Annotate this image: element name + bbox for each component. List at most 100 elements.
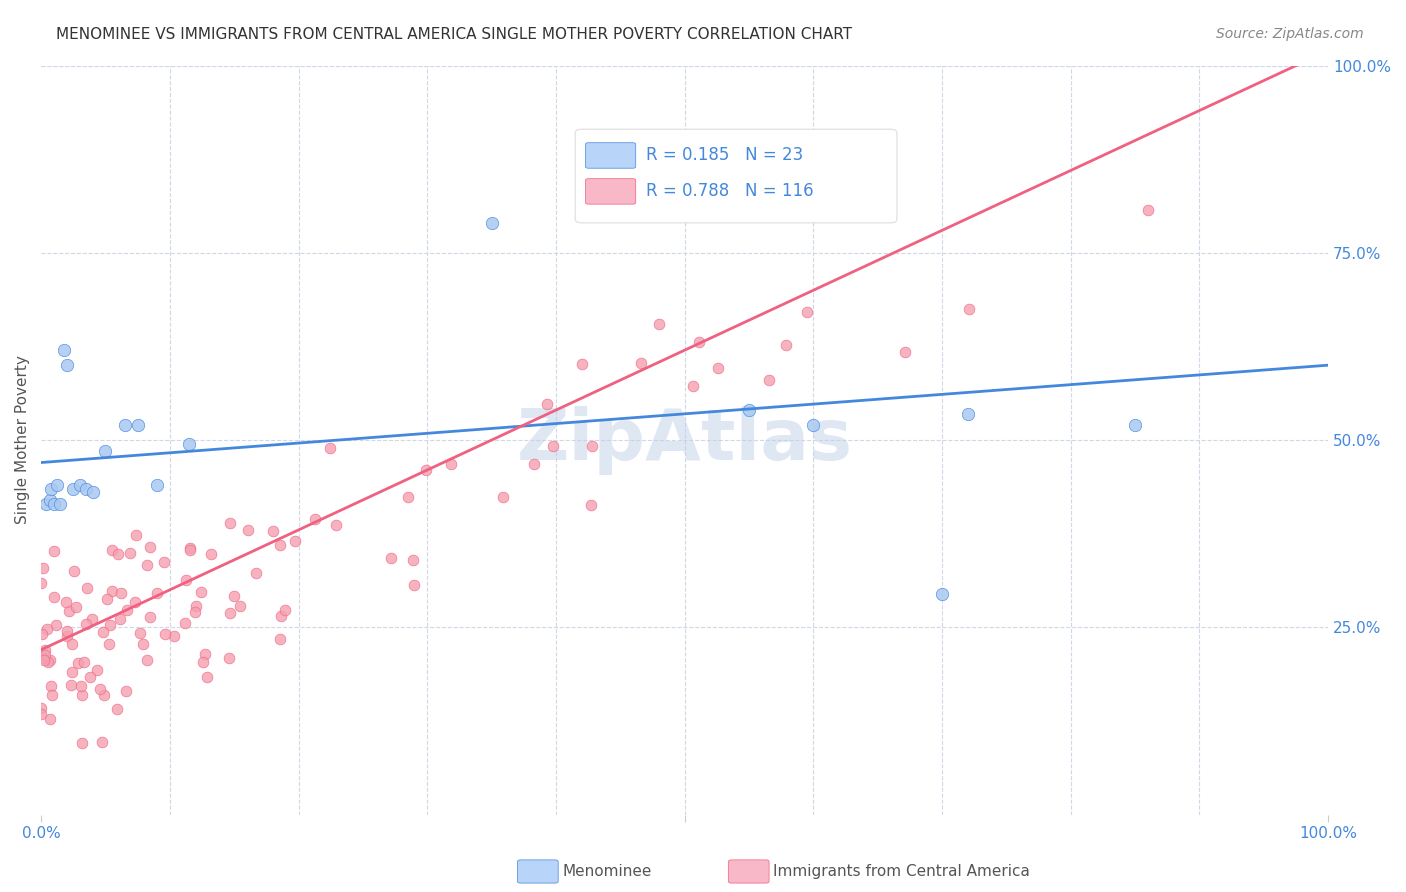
Point	[956, 407, 979, 421]
Point	[801, 418, 824, 433]
Point	[101, 583, 124, 598]
Point	[1137, 203, 1160, 218]
Point	[62, 482, 84, 496]
Point	[155, 627, 177, 641]
Point	[39, 493, 62, 508]
Point	[146, 478, 169, 492]
Point	[380, 551, 402, 566]
Point	[31, 626, 53, 640]
Point	[136, 558, 159, 573]
Point	[284, 533, 307, 548]
Point	[1123, 418, 1146, 433]
Point	[34, 643, 56, 657]
Point	[124, 595, 146, 609]
Point	[270, 609, 292, 624]
Point	[228, 599, 250, 614]
Point	[200, 547, 222, 561]
Point	[404, 578, 426, 592]
Point	[688, 335, 710, 350]
Point	[35, 623, 58, 637]
Point	[415, 463, 437, 477]
Point	[269, 537, 291, 551]
Point	[893, 345, 915, 359]
Text: Immigrants from Central America: Immigrants from Central America	[773, 864, 1031, 879]
Point	[191, 655, 214, 669]
FancyBboxPatch shape	[575, 129, 897, 223]
Point	[89, 681, 111, 696]
Point	[523, 457, 546, 471]
Point	[481, 216, 503, 230]
Point	[132, 637, 155, 651]
Point	[67, 657, 90, 671]
Point	[707, 360, 730, 375]
Point	[70, 688, 93, 702]
Point	[37, 656, 59, 670]
Point	[39, 712, 62, 726]
Point	[31, 561, 53, 575]
Point	[94, 444, 117, 458]
Point	[30, 576, 52, 591]
Point	[30, 700, 52, 714]
Point	[184, 599, 207, 614]
Point	[139, 610, 162, 624]
Point	[62, 665, 84, 679]
Point	[53, 343, 76, 358]
Point	[682, 379, 704, 393]
Point	[238, 523, 260, 537]
Point	[115, 603, 138, 617]
Point	[91, 625, 114, 640]
Point	[93, 688, 115, 702]
Point	[69, 478, 91, 492]
Point	[536, 397, 558, 411]
Point	[190, 584, 212, 599]
Text: Source: ZipAtlas.com: Source: ZipAtlas.com	[1216, 27, 1364, 41]
Point	[41, 482, 63, 496]
Point	[120, 546, 142, 560]
Point	[49, 497, 72, 511]
Point	[630, 356, 652, 370]
Point	[75, 482, 97, 496]
Point	[174, 573, 197, 587]
FancyBboxPatch shape	[585, 178, 636, 204]
Y-axis label: Single Mother Poverty: Single Mother Poverty	[15, 356, 30, 524]
Text: ZipAtlas: ZipAtlas	[516, 406, 852, 475]
Point	[75, 617, 97, 632]
Point	[55, 595, 77, 609]
Point	[492, 490, 515, 504]
Point	[32, 650, 55, 665]
Point	[70, 679, 93, 693]
Point	[194, 647, 217, 661]
Point	[73, 655, 96, 669]
Point	[60, 678, 83, 692]
Point	[262, 524, 284, 538]
Text: R = 0.185   N = 23: R = 0.185 N = 23	[645, 146, 803, 164]
Point	[439, 458, 461, 472]
Point	[179, 543, 201, 558]
Point	[107, 547, 129, 561]
Point	[82, 485, 104, 500]
Point	[957, 301, 980, 316]
Point	[30, 707, 52, 722]
Point	[62, 564, 84, 578]
Point	[218, 651, 240, 665]
Point	[56, 629, 79, 643]
Point	[581, 439, 603, 453]
Point	[129, 625, 152, 640]
Point	[98, 637, 121, 651]
Point	[738, 403, 761, 417]
Point	[571, 357, 593, 371]
Point	[76, 582, 98, 596]
Point	[135, 653, 157, 667]
Point	[32, 653, 55, 667]
Point	[45, 617, 67, 632]
Point	[38, 653, 60, 667]
Point	[56, 358, 79, 372]
FancyBboxPatch shape	[585, 143, 636, 169]
Point	[581, 498, 603, 512]
Point	[174, 615, 197, 630]
Point	[184, 605, 207, 619]
Point	[60, 637, 83, 651]
Point	[796, 305, 818, 319]
Point	[219, 516, 242, 530]
Point	[146, 585, 169, 599]
